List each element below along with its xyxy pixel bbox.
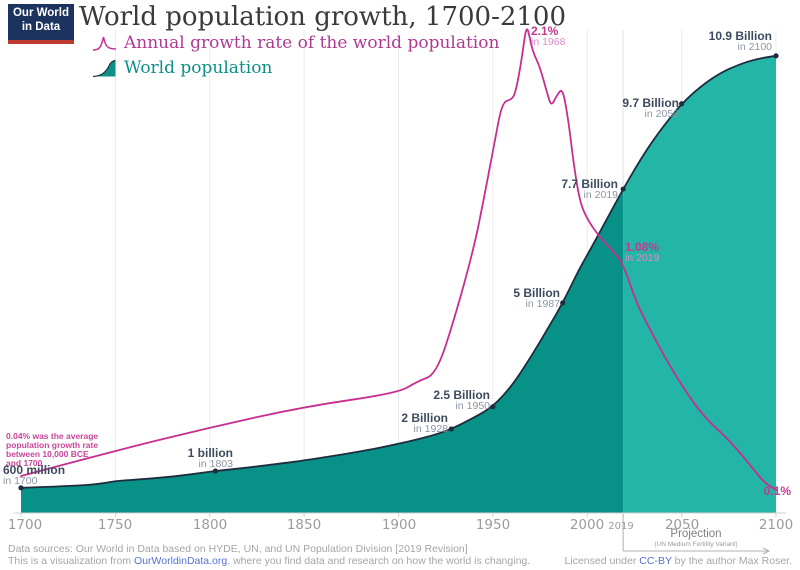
legend-population-label: World population xyxy=(124,58,273,78)
growth-rate-curve-icon xyxy=(92,36,117,51)
annotation-value: 0.1% xyxy=(763,484,791,498)
x-tick-2019: 2019 xyxy=(608,521,634,532)
annotation-value: 5 Billion xyxy=(513,286,560,300)
x-tick-2050: 2050 xyxy=(664,517,700,533)
x-tick-1850: 1850 xyxy=(286,517,322,533)
annotation-year: in 1968 xyxy=(531,36,566,48)
cc-by-link[interactable]: CC-BY xyxy=(639,555,672,567)
annotation-year: in 1803 xyxy=(198,458,233,470)
annotation-year: in 2100 xyxy=(737,41,772,53)
legend-growth-rate: Annual growth rate of the world populati… xyxy=(92,33,499,53)
annotation-year: in 1928 xyxy=(413,423,448,435)
footer-text: , where you find data and research on ho… xyxy=(227,555,531,567)
annotation-2-billion-1928: 2 Billion in 1928 xyxy=(401,411,448,435)
annotation-600-million-1700: 600 million in 1700 xyxy=(3,463,66,487)
projection-sublabel: (UN Medium Fertility Variant) xyxy=(654,541,738,548)
annotation-value: 9.7 Billion xyxy=(622,96,679,110)
x-tick-1900: 1900 xyxy=(381,517,417,533)
annotation-peak-growth-1968: 2.1% in 1968 xyxy=(531,24,566,48)
annotation-10-9-billion-2100: 10.9 Billion in 2100 xyxy=(708,29,772,53)
annotation-value: 2.5 Billion xyxy=(433,388,490,402)
footer-text: by the author Max Roser. xyxy=(671,555,792,567)
annotation-value: 1.08% xyxy=(625,240,660,254)
owid-link[interactable]: OurWorldinData.org xyxy=(134,555,228,567)
projection-label: Projection xyxy=(670,528,722,540)
annotation-year: in 2019 xyxy=(583,189,618,201)
x-tick-1700: 1700 xyxy=(7,517,43,533)
annotation-year: in 1987 xyxy=(525,298,560,310)
annotation-value: 10.9 Billion xyxy=(708,29,772,43)
annotation-growth-2019: 1.08% in 2019 xyxy=(625,240,660,264)
owid-logo[interactable]: Our World in Data xyxy=(8,4,74,44)
annotation-year: in 1950 xyxy=(455,400,490,412)
annotation-9-7-billion-2050: 9.7 Billion in 2050 xyxy=(622,96,679,120)
annotation-2-5-billion-1950: 2.5 Billion in 1950 xyxy=(433,388,490,412)
population-area-icon xyxy=(92,59,116,77)
annotation-value: 7.7 Billion xyxy=(561,177,618,191)
owid-logo-line2: in Data xyxy=(21,20,61,33)
footer-license: Licensed under CC-BY by the author Max R… xyxy=(565,555,792,567)
footer-visualization-note: This is a visualization from OurWorldinD… xyxy=(8,555,530,567)
x-tick-1950: 1950 xyxy=(475,517,511,533)
annotation-growth-2100: 0.1% xyxy=(763,484,791,498)
page-title: World population growth, 1700-2100 xyxy=(79,2,567,32)
footer-text: This is a visualization from xyxy=(8,555,135,567)
annotation-value: 2 Billion xyxy=(401,411,448,425)
annotation-value: 600 million xyxy=(3,463,66,477)
footer-data-sources: Data sources: Our World in Data based on… xyxy=(8,543,468,555)
growth-note-annotation: 0.04% was the average population growth … xyxy=(6,431,99,468)
x-tick-2100: 2100 xyxy=(758,517,794,533)
annotation-7-7-billion-2019: 7.7 Billion in 2019 xyxy=(561,177,618,201)
annotation-value: 1 billion xyxy=(187,446,233,460)
annotation-value: 2.1% xyxy=(531,24,559,38)
annotation-year: in 2050 xyxy=(644,108,679,120)
x-tick-1750: 1750 xyxy=(97,517,133,533)
annotation-year: in 1700 xyxy=(3,475,38,487)
annotation-year: in 2019 xyxy=(625,252,660,264)
x-tick-2000: 2000 xyxy=(569,517,605,533)
footer-text: Licensed under xyxy=(564,555,640,567)
legend-growth-label: Annual growth rate of the world populati… xyxy=(124,33,500,53)
annotation-1-billion-1803: 1 billion in 1803 xyxy=(187,446,233,470)
annotation-5-billion-1987: 5 Billion in 1987 xyxy=(513,286,560,310)
x-tick-1800: 1800 xyxy=(192,517,228,533)
legend-world-population: World population xyxy=(92,58,272,78)
owid-logo-line1: Our World xyxy=(12,7,69,19)
